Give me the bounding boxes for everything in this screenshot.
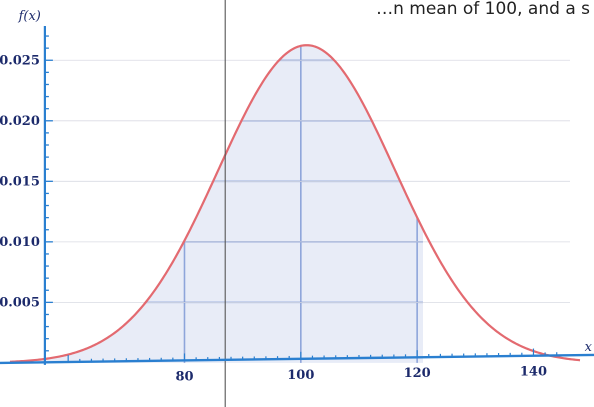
x-tick-label-2: 120: [404, 366, 431, 381]
x-tick-label-3: 140: [520, 365, 547, 380]
y-tick-label-2: 0.015: [0, 174, 40, 189]
shaded-area: [10, 45, 423, 363]
x-axis: [0, 353, 594, 365]
y-tick-label-0: 0.005: [0, 295, 40, 310]
y-tick-label-3: 0.020: [0, 114, 40, 129]
top-caption: …n mean of 100, and a s: [376, 0, 590, 19]
x-tick-label-0: 80: [175, 369, 193, 384]
y-tick-label-4: 0.025: [0, 53, 40, 68]
y-axis-label: f(x): [18, 9, 41, 24]
y-tick-label-1: 0.010: [0, 235, 40, 250]
x-tick-label-1: 100: [287, 368, 314, 383]
density-curve: [9, 44, 581, 363]
x-axis-label: x: [585, 340, 593, 355]
